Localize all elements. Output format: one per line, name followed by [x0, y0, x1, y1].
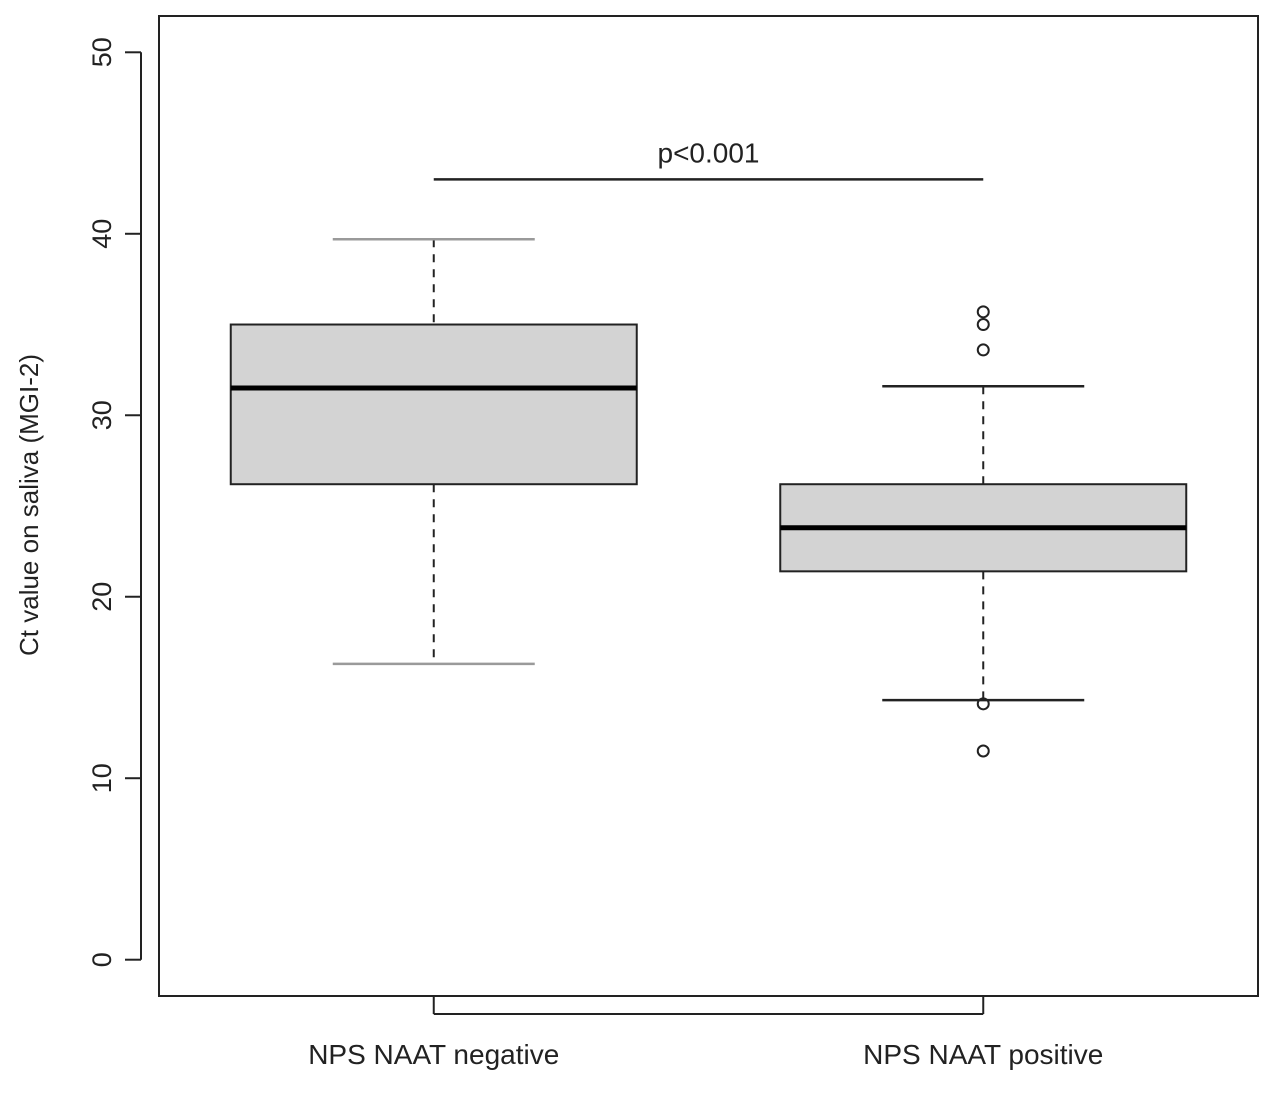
y-tick-label: 10	[87, 763, 117, 793]
annotation-layer: p<0.001	[433, 137, 984, 181]
box-iqr	[229, 323, 638, 486]
outlier-point	[976, 318, 990, 332]
boxes-layer	[229, 237, 1188, 758]
outlier-point	[976, 697, 990, 711]
y-tick-label: 50	[87, 37, 117, 67]
x-category-label: NPS NAAT negative	[308, 1039, 559, 1070]
y-tick-label: 30	[87, 400, 117, 430]
y-tick-label: 40	[87, 219, 117, 249]
y-tick-label: 0	[87, 952, 117, 967]
y-tick-label: 20	[87, 582, 117, 612]
outlier-point	[976, 744, 990, 758]
plot-area-frame	[158, 15, 1259, 997]
outlier-point	[976, 343, 990, 357]
x-axis: NPS NAAT negative NPS NAAT positive	[308, 996, 1103, 1070]
box-group	[779, 305, 1188, 758]
significance-label: p<0.001	[658, 137, 760, 168]
box-group	[229, 237, 638, 666]
y-axis-label: Ct value on saliva (MGI-2)	[14, 354, 44, 656]
x-category-label: NPS NAAT positive	[863, 1039, 1103, 1070]
y-axis: 0 10 20 30 40 50	[87, 37, 142, 967]
outlier-point	[976, 305, 990, 319]
